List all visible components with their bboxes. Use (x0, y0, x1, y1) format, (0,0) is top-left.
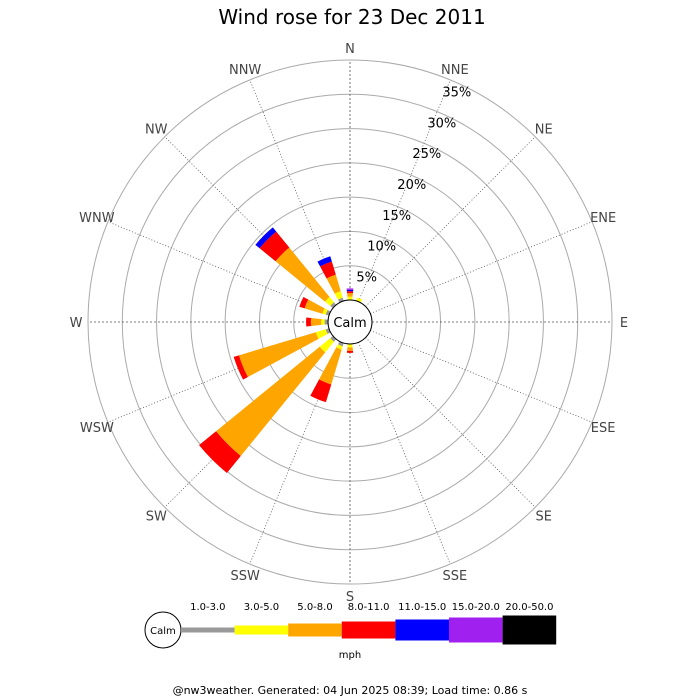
bar-w-bin-1 (324, 319, 329, 325)
bar-wnw-bin-2 (322, 308, 328, 315)
direction-label-wnw: WNW (79, 211, 115, 226)
legend-swatch-4 (341, 621, 396, 639)
bar-sw-bin-2 (319, 338, 334, 353)
legend-swatch-2 (234, 625, 289, 635)
wind-bars (199, 227, 363, 473)
direction-label-nw: NW (145, 122, 168, 137)
bar-nnw-bin-2 (334, 291, 343, 300)
bar-nw-bin-5 (255, 227, 277, 249)
bar-wsw-bin-2 (315, 329, 328, 339)
chart-title: Wind rose for 23 Dec 2011 (218, 5, 485, 29)
bar-s-bin-4 (346, 350, 354, 353)
ring-label-6: 30% (427, 116, 456, 131)
bar-nw-bin-1 (330, 302, 337, 309)
bar-s-bin-2 (347, 343, 353, 348)
bar-w-bin-2 (321, 319, 325, 325)
direction-label-ene: ENE (590, 211, 616, 226)
spoke-sse (358, 342, 451, 565)
direction-label-sse: SSE (442, 569, 467, 584)
direction-label-ssw: SSW (230, 569, 260, 584)
bar-nw-bin-4 (259, 231, 290, 262)
legend-label-7: 20.0-50.0 (505, 602, 553, 613)
legend-label-3: 5.0-8.0 (297, 602, 332, 613)
footer-text: @nw3weather. Generated: 04 Jun 2025 08:3… (173, 684, 528, 697)
percentage-labels: 5% 10% 15% 20% 25% 30% 35% (356, 86, 471, 286)
legend-label-2: 3.0-5.0 (244, 602, 279, 613)
ring-label-5: 25% (412, 147, 441, 162)
bar-n-bin-3 (347, 293, 353, 297)
bar-wnw-bin-4 (299, 296, 309, 309)
spoke-ene (370, 221, 593, 314)
bar-nw-bin-2 (324, 296, 334, 306)
bar-sw-bin-1 (330, 335, 337, 342)
bar-nnw-bin-3 (326, 274, 341, 294)
legend-unit: mph (339, 650, 361, 661)
ring-label-3: 15% (382, 209, 411, 224)
spoke-wnw (107, 221, 330, 314)
calm-circle-shape (327, 299, 373, 345)
bar-w-bin-3 (310, 318, 322, 326)
bar-ssw-bin-4 (310, 379, 332, 403)
direction-label-wsw: WSW (80, 421, 114, 436)
ring-5 (156, 128, 544, 516)
bar-sw-bin-4 (199, 431, 241, 473)
direction-label-nne: NNE (441, 63, 469, 78)
bar-wsw-bin-4 (233, 355, 248, 380)
ring-label-7: 35% (442, 86, 471, 101)
ring-7 (87, 59, 613, 585)
bar-s-bin-3 (347, 347, 353, 351)
bar-nw-bin-3 (275, 247, 330, 302)
ring-label-4: 20% (397, 178, 426, 193)
bar-nnw-bin-5 (317, 256, 332, 267)
legend-calm-label: Calm (150, 626, 176, 637)
calm-label: Calm (333, 316, 366, 331)
spoke-ne (365, 136, 536, 307)
speed-legend: Calm 1.0-3.0 3.0-5.0 5.0-8.0 8.0-11.0 11.0-15… (144, 602, 557, 661)
bar-wsw-bin-3 (238, 332, 319, 377)
bar-ssw-bin-2 (336, 344, 343, 350)
calm-circle: Calm (327, 299, 373, 345)
direction-label-s: S (346, 590, 354, 605)
direction-label-w: W (70, 316, 83, 331)
legend-swatch-1 (181, 627, 235, 633)
spoke-se (365, 337, 536, 508)
legend-swatch-6 (449, 617, 503, 643)
spoke-nne (358, 79, 451, 302)
legend-label-4: 8.0-11.0 (348, 602, 390, 613)
bar-n-bin-6 (346, 288, 354, 290)
spoke-ese (370, 330, 593, 423)
bar-n-bin-2 (347, 296, 353, 301)
direction-label-ese: ESE (591, 421, 616, 436)
direction-labels: N NNE NE ENE E ESE SE SSE S SSW SW WSW W WNW NW NNW (70, 42, 629, 605)
bar-sw-bin-3 (216, 346, 326, 456)
bar-w-bin-4 (306, 317, 312, 327)
legend-label-6: 15.0-20.0 (452, 602, 500, 613)
direction-label-ne: NE (535, 122, 553, 137)
ring-label-1: 5% (356, 270, 377, 285)
bar-wnw-bin-3 (304, 299, 325, 314)
legend-swatch-3 (288, 623, 342, 637)
direction-label-n: N (345, 42, 355, 57)
ring-1 (293, 265, 407, 379)
direction-label-se: SE (536, 510, 552, 525)
bar-nnw-bin-4 (320, 261, 336, 279)
bar-n-bin-5 (346, 289, 354, 292)
legend-swatch-7 (502, 615, 557, 645)
direction-label-e: E (620, 316, 628, 331)
legend-swatch-5 (395, 619, 449, 641)
ring-3 (224, 196, 476, 448)
direction-label-sw: SW (146, 510, 167, 525)
bar-ssw-bin-3 (319, 347, 342, 385)
legend-label-5: 11.0-15.0 (398, 602, 446, 613)
ring-label-2: 10% (367, 240, 396, 255)
legend-label-1: 1.0-3.0 (190, 602, 225, 613)
direction-label-nnw: NNW (229, 63, 261, 78)
bar-n-bin-4 (346, 291, 354, 294)
